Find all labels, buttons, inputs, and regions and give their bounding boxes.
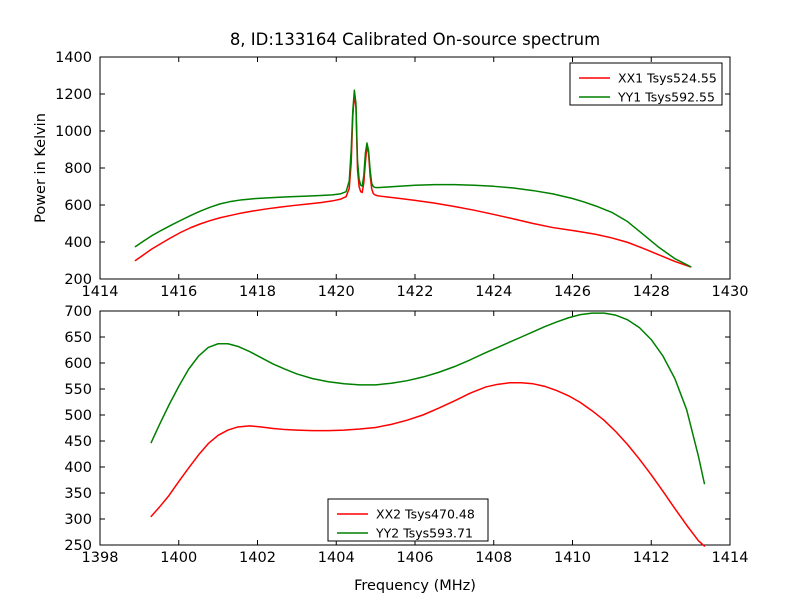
legend-label-xx1: XX1 Tsys524.55 bbox=[618, 71, 717, 86]
legend-box bbox=[327, 498, 489, 542]
y-tick-label: 650 bbox=[64, 330, 92, 346]
x-tick-label: 1416 bbox=[160, 284, 197, 300]
y-tick-label: 300 bbox=[64, 512, 92, 528]
y-tick-label: 350 bbox=[64, 486, 92, 502]
y-tick-label: 600 bbox=[64, 198, 92, 214]
x-tick-label: 1414 bbox=[82, 284, 119, 300]
x-tick-label: 1420 bbox=[318, 284, 355, 300]
legend-label-yy2: YY2 Tsys593.71 bbox=[375, 526, 473, 541]
x-tick-label: 1404 bbox=[318, 550, 355, 566]
series-line-xx1 bbox=[134, 94, 692, 268]
x-tick-label: 1402 bbox=[239, 550, 276, 566]
y-tick-label: 200 bbox=[64, 272, 92, 288]
x-tick-label: 1426 bbox=[554, 284, 591, 300]
series-line-yy2 bbox=[150, 312, 706, 485]
bottom-panel-legend: XX2 Tsys470.48 YY2 Tsys593.71 bbox=[327, 498, 489, 542]
y-tick-label: 400 bbox=[64, 235, 92, 251]
y-tick-label: 400 bbox=[64, 460, 92, 476]
x-tick-label: 1424 bbox=[475, 284, 512, 300]
x-tick-label: 1400 bbox=[160, 550, 197, 566]
legend-box bbox=[569, 62, 723, 106]
y-tick-label: 700 bbox=[64, 304, 92, 320]
y-tick-label: 250 bbox=[64, 538, 92, 554]
legend-label-xx2: XX2 Tsys470.48 bbox=[376, 507, 475, 522]
y-tick-label: 500 bbox=[64, 408, 92, 424]
x-tick-label: 1428 bbox=[633, 284, 670, 300]
legend-label-yy1: YY1 Tsys592.55 bbox=[617, 90, 715, 105]
x-tick-label: 1418 bbox=[239, 284, 276, 300]
series-line-xx2 bbox=[150, 382, 706, 547]
top-panel-legend: XX1 Tsys524.55 YY1 Tsys592.55 bbox=[569, 62, 723, 106]
x-tick-label: 1422 bbox=[397, 284, 434, 300]
y-tick-label: 1200 bbox=[55, 87, 92, 103]
y-tick-label: 550 bbox=[64, 382, 92, 398]
top-panel: 1414 1416 1418 1420 1422 1424 1426 1428 1430 200 4… bbox=[33, 30, 748, 300]
x-tick-label: 1414 bbox=[712, 550, 749, 566]
series-line-yy1 bbox=[134, 89, 692, 268]
x-tick-label: 1412 bbox=[633, 550, 670, 566]
y-tick-label: 600 bbox=[64, 356, 92, 372]
y-tick-label: 1000 bbox=[55, 124, 92, 140]
plot-title: 8, ID:133164 Calibrated On-source spectr… bbox=[230, 30, 600, 49]
bottom-panel: 1398 1400 1402 1404 1406 1408 1410 1412 1414 250 3… bbox=[64, 304, 748, 594]
x-tick-label: 1406 bbox=[397, 550, 434, 566]
y-axis-label: Power in Kelvin bbox=[33, 113, 49, 223]
x-tick-label: 1430 bbox=[712, 284, 749, 300]
y-tick-label: 1400 bbox=[55, 50, 92, 66]
x-axis-label: Frequency (MHz) bbox=[354, 578, 476, 594]
y-tick-label: 800 bbox=[64, 161, 92, 177]
x-tick-label: 1398 bbox=[82, 550, 119, 566]
x-tick-label: 1408 bbox=[475, 550, 512, 566]
x-tick-label: 1410 bbox=[554, 550, 591, 566]
y-tick-label: 450 bbox=[64, 434, 92, 450]
